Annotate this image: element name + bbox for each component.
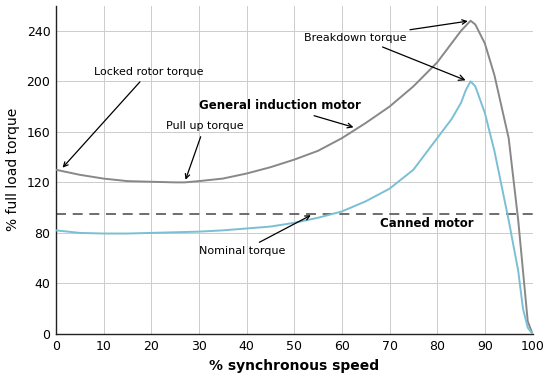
Text: Locked rotor torque: Locked rotor torque <box>63 67 204 167</box>
Text: Nominal torque: Nominal torque <box>199 216 310 256</box>
Text: Breakdown torque: Breakdown torque <box>304 20 466 43</box>
Text: Canned motor: Canned motor <box>380 216 474 230</box>
Text: General induction motor: General induction motor <box>199 99 361 128</box>
Y-axis label: % full load torque: % full load torque <box>6 108 20 231</box>
X-axis label: % synchronous speed: % synchronous speed <box>209 359 380 373</box>
Text: Pull up torque: Pull up torque <box>166 121 243 179</box>
